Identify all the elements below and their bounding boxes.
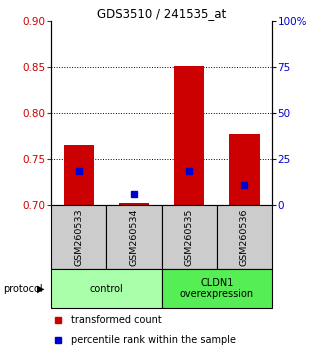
Title: GDS3510 / 241535_at: GDS3510 / 241535_at [97,7,226,20]
Bar [229,133,260,205]
Text: GSM260536: GSM260536 [240,209,249,266]
Bar [174,66,204,205]
Text: GSM260534: GSM260534 [130,209,139,266]
Text: control: control [90,284,123,293]
Bar [64,145,94,205]
Bar [119,202,149,205]
Text: CLDN1
overexpression: CLDN1 overexpression [180,278,254,299]
Text: GSM260533: GSM260533 [74,209,83,266]
Text: percentile rank within the sample: percentile rank within the sample [71,335,236,345]
Text: GSM260535: GSM260535 [185,209,194,266]
Text: transformed count: transformed count [71,315,162,325]
Bar [217,205,272,269]
Text: ▶: ▶ [37,284,44,293]
Text: protocol: protocol [3,284,43,293]
Bar [162,205,217,269]
Bar [162,269,272,308]
Bar [51,269,162,308]
Bar [51,205,106,269]
Bar [106,205,162,269]
